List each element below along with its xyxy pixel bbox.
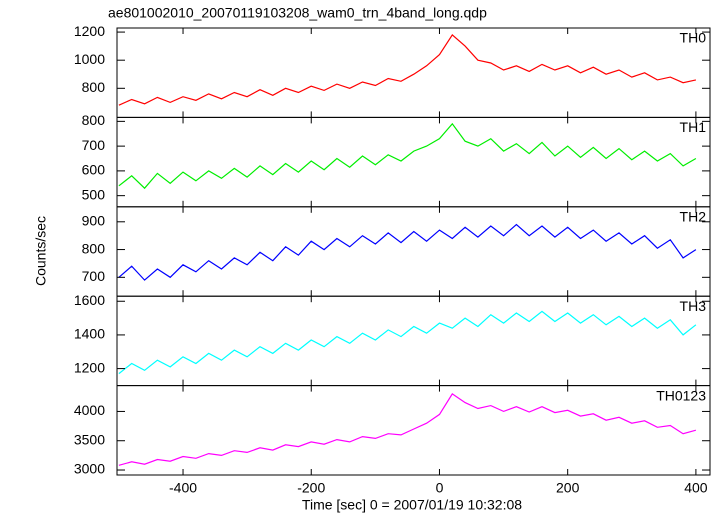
y-tick-label: 1200 bbox=[74, 23, 105, 39]
x-tick-label: -400 bbox=[169, 480, 197, 496]
y-tick-label: 1400 bbox=[74, 326, 105, 342]
y-tick-label: 800 bbox=[82, 240, 106, 256]
y-tick-label: 1200 bbox=[74, 359, 105, 375]
y-axis-label: Counts/sec bbox=[33, 216, 49, 286]
y-tick-label: 3500 bbox=[74, 431, 105, 447]
data-line bbox=[118, 33, 697, 106]
series-label: TH1 bbox=[680, 119, 707, 135]
y-tick-label: 1600 bbox=[74, 292, 105, 308]
chart-title: ae801002010_20070119103208_wam0_trn_4ban… bbox=[108, 5, 487, 21]
y-tick-label: 700 bbox=[82, 268, 106, 284]
x-tick-label: -200 bbox=[297, 480, 325, 496]
series-label: TH0123 bbox=[656, 387, 706, 403]
series-label: TH0 bbox=[680, 30, 707, 46]
y-tick-label: 900 bbox=[82, 212, 106, 228]
data-line bbox=[118, 310, 697, 375]
x-axis-label: Time [sec] 0 = 2007/01/19 10:32:08 bbox=[302, 497, 522, 513]
panel-frame bbox=[116, 295, 711, 387]
y-tick-label: 600 bbox=[82, 162, 106, 178]
y-tick-label: 800 bbox=[82, 79, 106, 95]
panel-frame bbox=[116, 385, 711, 476]
y-tick-label: 500 bbox=[82, 186, 106, 202]
y-tick-label: 3000 bbox=[74, 461, 105, 477]
data-line bbox=[118, 122, 697, 190]
series-label: TH2 bbox=[680, 209, 707, 225]
y-tick-label: 700 bbox=[82, 137, 106, 153]
y-tick-label: 4000 bbox=[74, 402, 105, 418]
x-tick-label: 0 bbox=[436, 480, 444, 496]
panel-frame bbox=[116, 27, 711, 118]
data-line bbox=[118, 223, 697, 281]
panel-frame bbox=[116, 116, 711, 208]
y-tick-label: 800 bbox=[82, 112, 106, 128]
y-tick-label: 1000 bbox=[74, 51, 105, 67]
x-tick-label: 200 bbox=[556, 480, 580, 496]
data-line bbox=[118, 393, 697, 466]
panel-frame bbox=[116, 206, 711, 297]
x-tick-label: 400 bbox=[684, 480, 708, 496]
series-label: TH3 bbox=[680, 298, 707, 314]
